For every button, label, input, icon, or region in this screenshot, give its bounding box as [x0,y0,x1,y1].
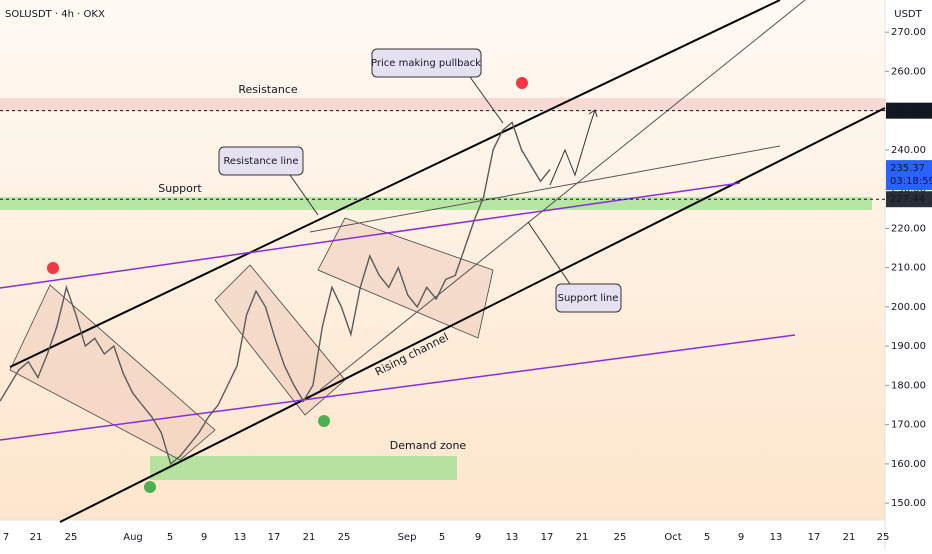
countdown: 03:18:59 [890,176,932,187]
plot-background [0,0,885,520]
x-tick-label: 21 [576,532,589,543]
price-tag-label: 250.00 [890,106,925,117]
x-tick-label: 9 [738,532,744,543]
pattern-box [317,217,494,339]
callout: Resistance line [218,146,319,216]
last-price-label: 235.37 [890,163,925,174]
x-tick-label: 13 [770,532,783,543]
price-tag [886,191,932,208]
y-tick-label: 150.00 [891,498,926,509]
price-axis [885,0,932,550]
bottom-dot [144,481,156,493]
y-tick-label: 200.00 [891,302,926,313]
x-tick-label: 25 [338,532,351,543]
callout: Support line [527,221,622,313]
callout-text: Support line [558,293,619,304]
pattern-boxes [9,217,494,461]
resistance-label: Resistance [238,83,298,96]
x-tick-label: 5 [167,532,173,543]
x-tick-label: 13 [234,532,247,543]
projection-arrow [549,109,596,186]
x-tick-label: 17 [808,532,821,543]
demand-zone [150,456,457,480]
callout-box [218,146,304,176]
y-tick-label: 210.00 [891,263,926,274]
support-label: Support [158,182,202,195]
y-tick-label: 170.00 [891,420,926,431]
symbol-title: SOLUSDT · 4h · OKX [5,9,105,20]
y-tick-label: 270.00 [891,27,926,38]
purple-line [0,182,741,289]
x-tick-label: 9 [475,532,481,543]
callout-text: Price making pullback [371,58,481,69]
y-tick-label: 220.00 [891,223,926,234]
y-tick-label: 260.00 [891,66,926,77]
x-tick-label: 17 [541,532,554,543]
x-tick-label: 21 [303,532,316,543]
top-dot [516,77,528,89]
price-line-series [0,121,551,466]
price-tag-label: 227.44 [890,194,925,205]
support-zone [0,197,872,210]
channel-lower [59,107,886,523]
bottom-dot [318,415,330,427]
callout-pointer [289,174,319,216]
callout-box [371,48,482,78]
time-axis [0,520,885,550]
callout: Price making pullback [371,48,504,124]
callout-text: Resistance line [223,156,298,167]
x-tick-label: 7 [3,532,9,543]
x-tick-label: Oct [664,532,681,543]
channel-upper [9,0,781,368]
pattern-box [9,284,216,461]
y-tick-label: 190.00 [891,341,926,352]
x-tick-label: 25 [614,532,627,543]
x-tick-label: 21 [843,532,856,543]
x-tick-label: 5 [704,532,710,543]
last-price-tag [886,160,932,191]
support-trendline [319,0,806,391]
top-dot [47,262,59,274]
x-tick-label: 13 [506,532,519,543]
x-tick-label: 25 [877,532,890,543]
x-tick-label: Sep [398,532,417,543]
purple-line [0,334,796,441]
callout-pointer [527,221,571,285]
callout-pointer [469,76,504,124]
resistance-trendline [309,145,781,233]
x-tick-label: 25 [65,532,78,543]
y-tick-label: 160.00 [891,459,926,470]
currency-label: USDT [894,9,922,20]
demand-zone-label: Demand zone [390,439,467,452]
arrow-head [588,109,598,118]
x-tick-label: Aug [123,532,143,543]
x-tick-label: 21 [30,532,43,543]
x-tick-label: 17 [268,532,281,543]
y-tick-label: 180.00 [891,380,926,391]
price-tag [886,102,932,119]
x-tick-label: 9 [201,532,207,543]
callout-box [555,283,622,313]
resistance-zone [0,98,885,111]
x-tick-label: 5 [439,532,445,543]
y-tick-label: 240.00 [891,145,926,156]
